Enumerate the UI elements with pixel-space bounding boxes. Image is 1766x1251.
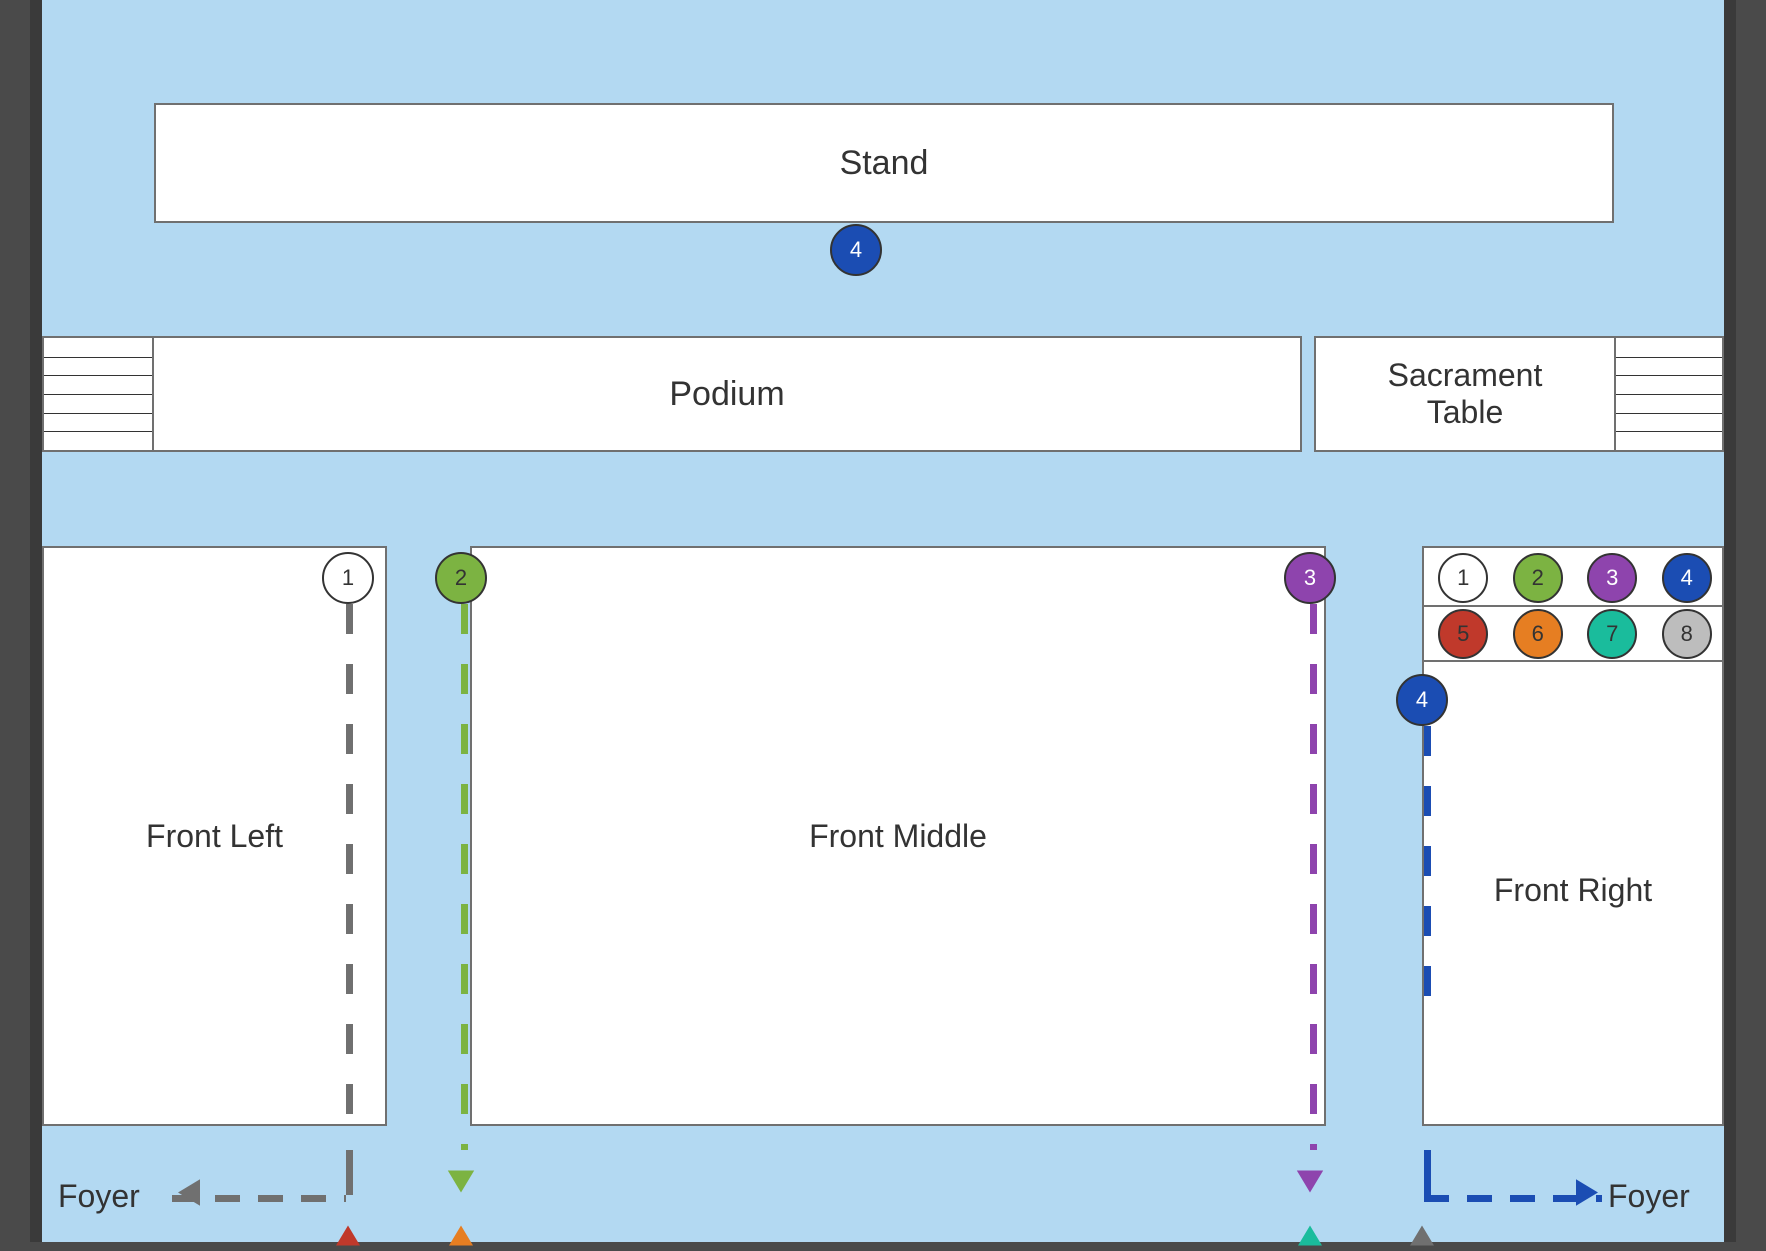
stair-step [1616,394,1722,395]
stairs-left [42,336,154,452]
aisle-marker-3: 3 [1284,552,1336,604]
region-front-middle: Front Middle [470,546,1326,1126]
region-label: Front Left [146,818,283,855]
stair-step [1616,431,1722,432]
grid-marker-8: 8 [1662,609,1712,659]
marker-number: 3 [1606,565,1618,591]
stair-step [1616,357,1722,358]
path-vertical [1310,604,1317,1150]
marker-number: 1 [342,565,354,591]
marker-number: 6 [1532,621,1544,647]
floor-plan-canvas: Stand Podium Sacrament Table Front Left Fron… [42,0,1724,1242]
arrow-left-icon [156,1171,200,1220]
region-label: Stand [840,144,929,183]
aisle-marker-2: 2 [435,552,487,604]
stair-step [44,357,152,358]
grid-marker-7: 7 [1587,609,1637,659]
deacon-grid: 1 2 3 4 5 6 7 8 [1422,546,1724,662]
grid-divider [1424,605,1722,607]
stair-step [1616,413,1722,414]
arrow-up-icon [1290,1206,1330,1251]
grid-marker-1: 1 [1438,553,1488,603]
aisle-marker-1: 1 [322,552,374,604]
path-vertical [1424,726,1431,1010]
marker-number: 3 [1304,565,1316,591]
path-vertical [346,1150,353,1195]
stair-step [44,431,152,432]
arrow-up-icon [441,1206,481,1251]
marker-number: 5 [1457,621,1469,647]
outer-frame: Stand Podium Sacrament Table Front Left Fron… [30,0,1736,1242]
grid-marker-6: 6 [1513,609,1563,659]
foyer-label: Foyer [1608,1178,1690,1215]
foyer-label: Foyer [58,1178,140,1215]
marker-number: 2 [455,565,467,591]
arrow-up-icon [1402,1206,1442,1251]
path-vertical [346,604,353,1126]
region-sacrament: Sacrament Table [1314,336,1616,452]
grid-marker-5: 5 [1438,609,1488,659]
grid-marker-3: 3 [1587,553,1637,603]
marker-number: 4 [1681,565,1693,591]
path-vertical [461,604,468,1150]
stand-marker: 4 [830,224,882,276]
stair-step [44,394,152,395]
stair-step [1616,375,1722,376]
grid-marker-4: 4 [1662,553,1712,603]
stairs-right [1614,336,1724,452]
marker-number: 1 [1457,565,1469,591]
region-label: Podium [669,375,784,414]
marker-number: 4 [850,237,862,263]
region-stand: Stand [154,103,1614,223]
region-label: Front Right [1494,872,1652,909]
path-vertical [1424,1150,1431,1195]
stair-step [44,413,152,414]
marker-number: 2 [1532,565,1544,591]
marker-number: 4 [1416,687,1428,713]
region-podium: Podium [152,336,1302,452]
region-label: Front Middle [809,818,987,855]
region-label: Sacrament Table [1388,357,1543,431]
marker-number: 8 [1681,621,1693,647]
aisle-marker-4: 4 [1396,674,1448,726]
grid-marker-2: 2 [1513,553,1563,603]
stair-step [44,375,152,376]
marker-number: 7 [1606,621,1618,647]
arrow-up-icon [328,1206,368,1251]
region-front-left: Front Left [42,546,387,1126]
